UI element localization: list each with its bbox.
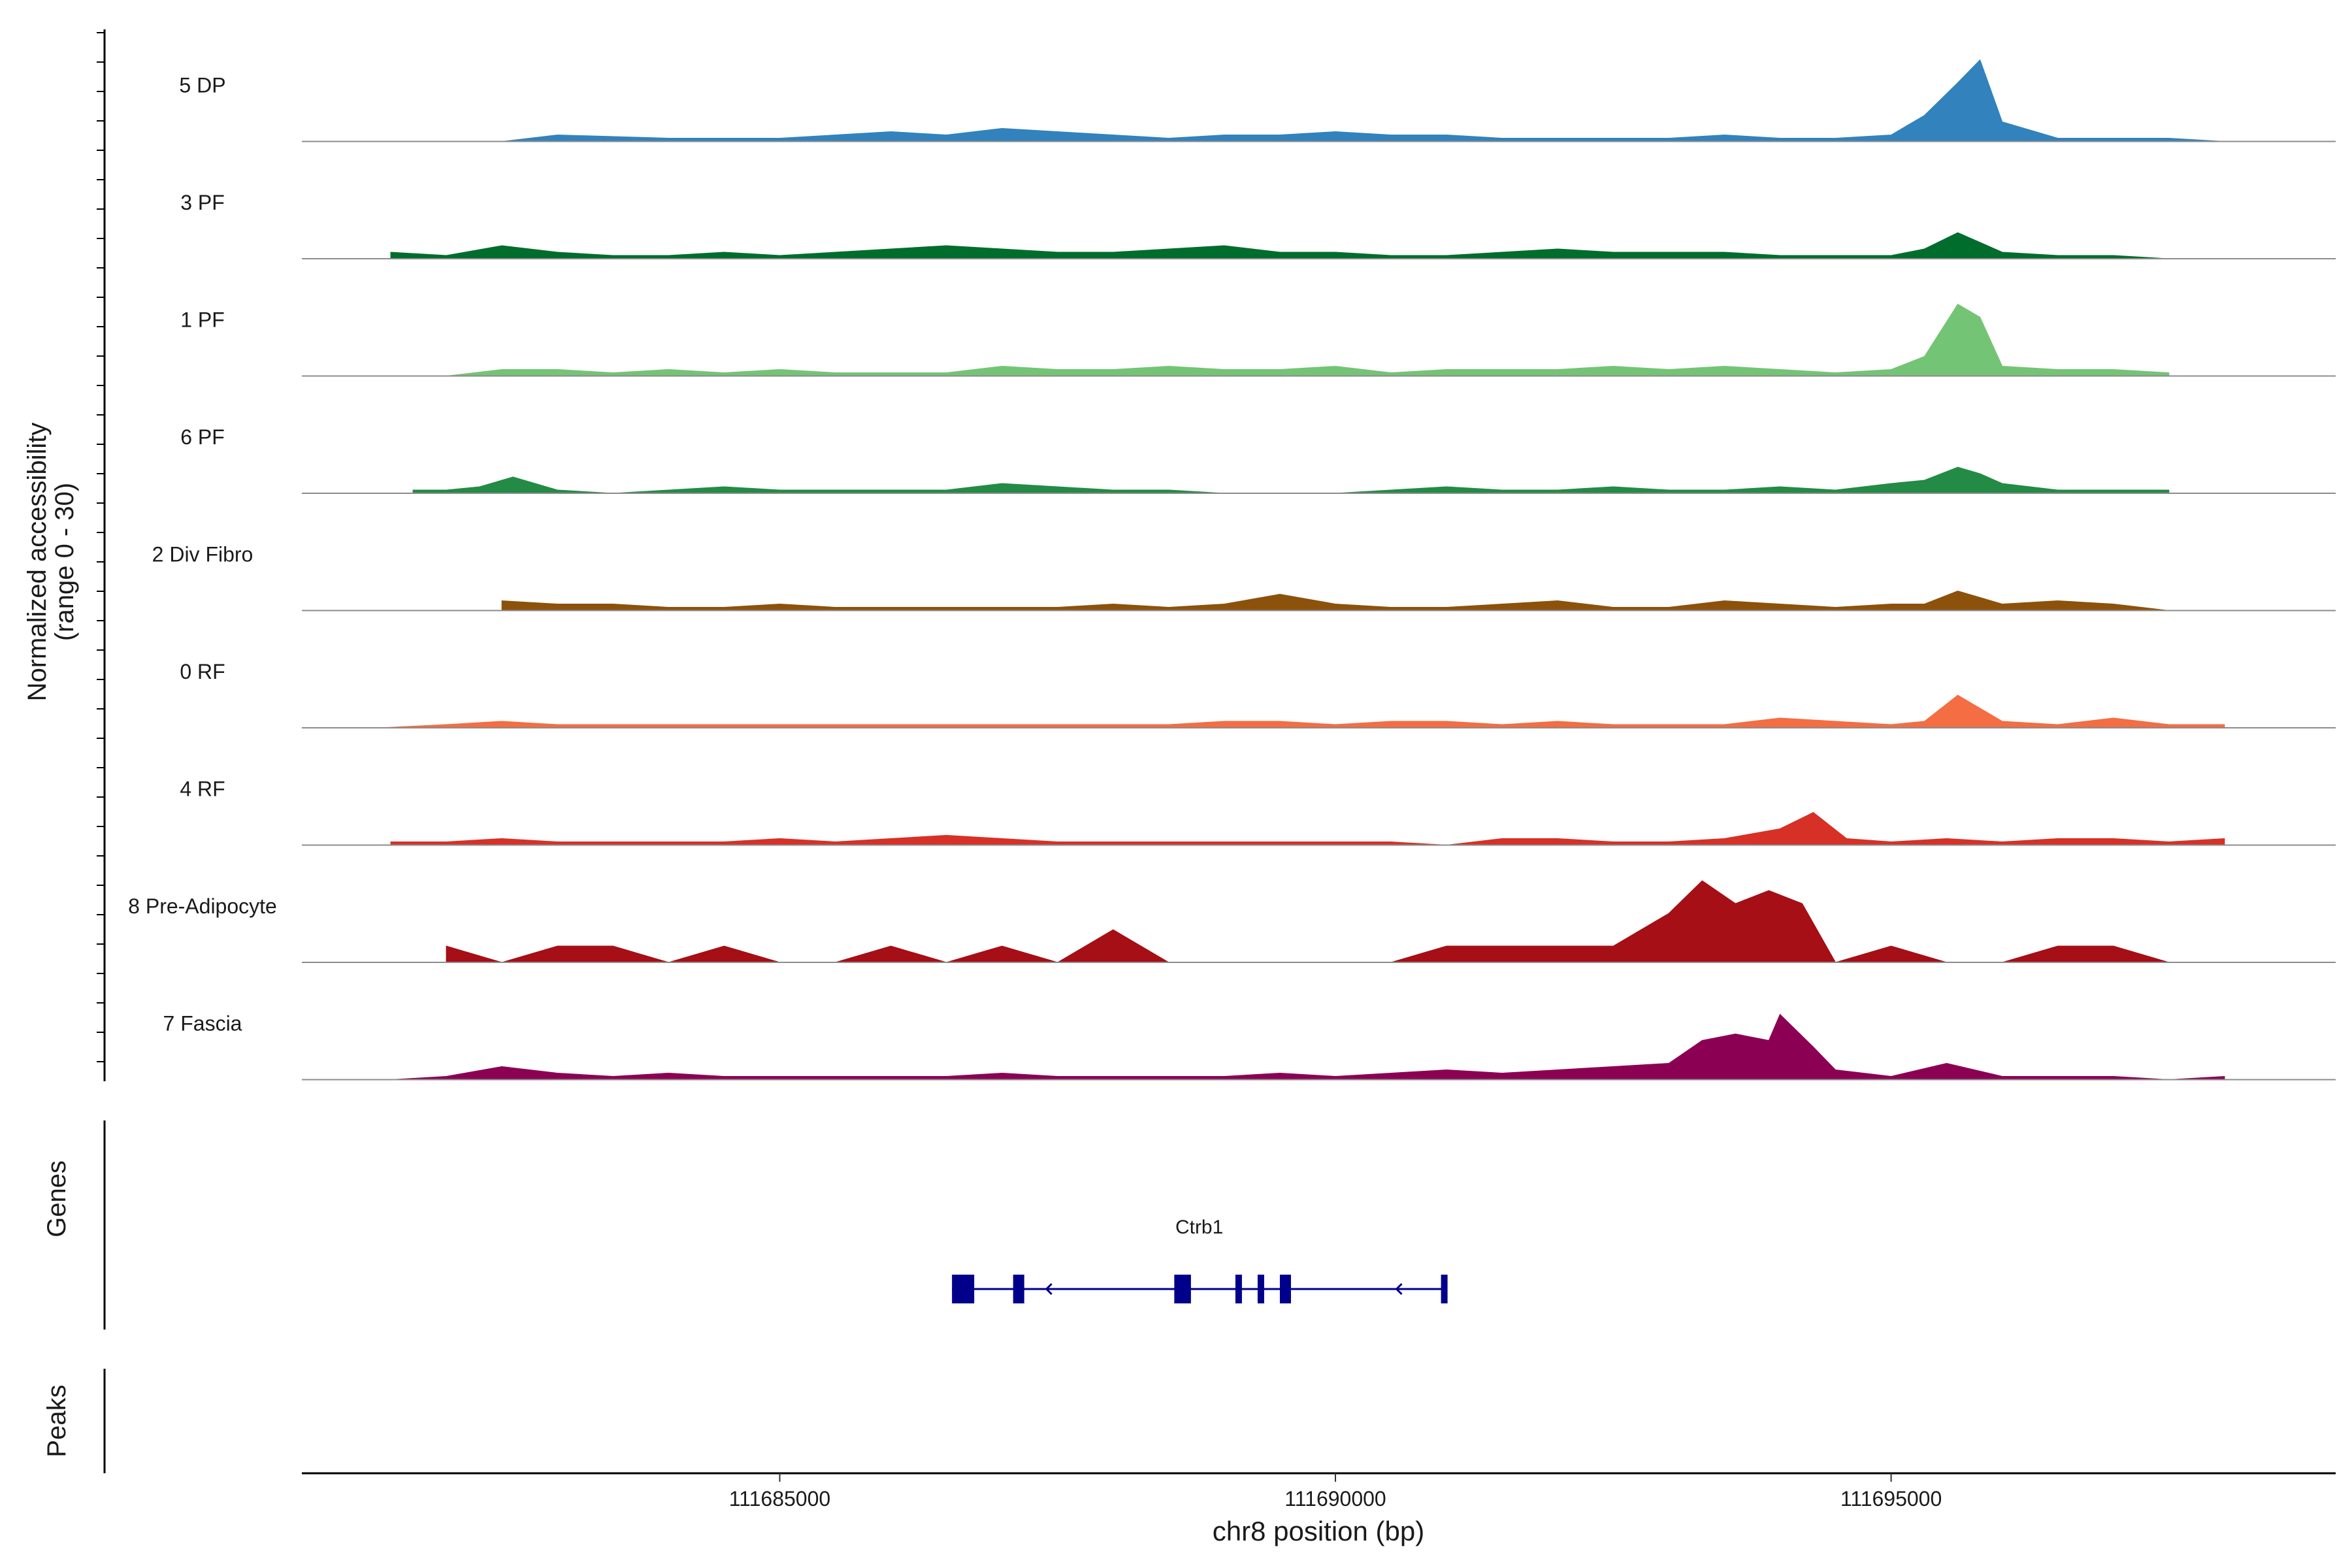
- x-axis-ticks: 111685000 111690000 111695000: [729, 1473, 1942, 1511]
- strand-arrow: [1395, 1282, 1403, 1296]
- track-label: 6 PF: [180, 425, 225, 449]
- peaks-track-label: Peaks: [42, 1384, 71, 1457]
- strand-arrow: [1045, 1282, 1053, 1296]
- track-0-rf: 0 RF: [180, 660, 2336, 728]
- track-label: 1 PF: [180, 308, 225, 332]
- gene-exon: [952, 1275, 975, 1303]
- track-4-rf: 4 RF: [180, 777, 2336, 846]
- gene-exon: [1013, 1275, 1024, 1303]
- coverage-y-ticks: [97, 32, 105, 1062]
- coverage-area: [446, 303, 2170, 376]
- coverage-area: [390, 232, 2169, 259]
- track-label: 3 PF: [180, 191, 225, 214]
- gene-exon: [1174, 1275, 1191, 1303]
- gene-name-label: Ctrb1: [1175, 1217, 1223, 1238]
- coverage-area: [446, 880, 2169, 963]
- track-label: 8 Pre-Adipocyte: [128, 894, 277, 918]
- track-6-pf: 6 PF: [180, 425, 2336, 494]
- gene-exon: [1441, 1275, 1448, 1303]
- track-1-pf: 1 PF: [180, 303, 2336, 377]
- track-8-pre-adipocyte: 8 Pre-Adipocyte: [128, 880, 2336, 963]
- genes-track-label: Genes: [42, 1160, 71, 1237]
- x-tick-label: 111695000: [1840, 1487, 1942, 1511]
- x-tick-label: 111685000: [729, 1487, 830, 1511]
- track-label: 0 RF: [180, 660, 225, 683]
- track-2-div-fibro: 2 Div Fibro: [152, 543, 2336, 612]
- track-3-pf: 3 PF: [180, 191, 2336, 259]
- track-5-dp: 5 DP: [179, 59, 2336, 142]
- coverage-area: [380, 694, 2225, 728]
- coverage-area: [391, 1013, 2225, 1081]
- y-axis-range: (range 0 - 30): [50, 483, 79, 641]
- coverage-area: [412, 466, 2170, 494]
- gene-exon: [1279, 1275, 1291, 1303]
- gene-exon: [1235, 1275, 1242, 1303]
- coverage-area: [501, 590, 2169, 611]
- x-axis-title: chr8 position (bp): [1213, 1516, 1425, 1546]
- gene-track: [952, 1275, 1448, 1303]
- coverage-tracks: 5 DP 3 PF 1 PF 6 PF 2 Div Fibro 0 RF 4 RF 8 Pre…: [128, 59, 2336, 1081]
- track-label: 2 Div Fibro: [152, 543, 253, 566]
- gene-exon: [1257, 1275, 1264, 1303]
- track-label: 4 RF: [180, 777, 225, 801]
- coverage-area: [502, 59, 2225, 142]
- x-tick-label: 111690000: [1284, 1487, 1386, 1511]
- track-label: 7 Fascia: [163, 1012, 242, 1036]
- track-7-fascia: 7 Fascia: [163, 1012, 2336, 1081]
- track-label: 5 DP: [179, 74, 225, 97]
- coverage-area: [390, 811, 2225, 846]
- y-axis-title: Normalized accessibility: [23, 423, 52, 702]
